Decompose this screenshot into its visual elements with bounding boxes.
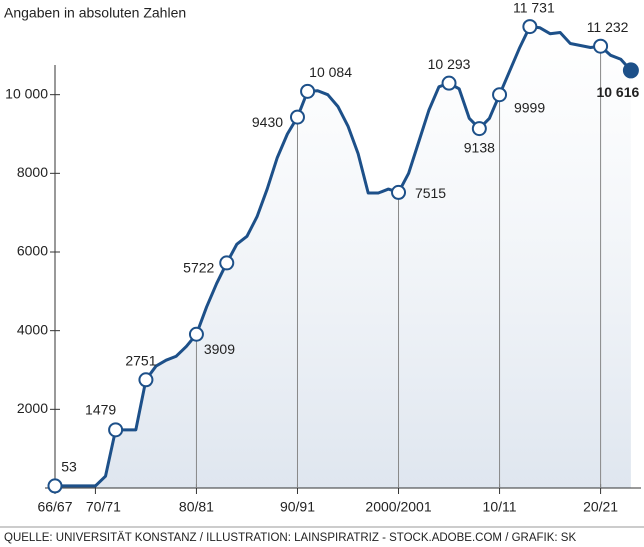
x-tick-label: 66/67	[37, 499, 72, 515]
data-point	[441, 75, 457, 91]
data-point	[622, 62, 639, 79]
source: QUELLE: UNIVERSITÄT KONSTANZ / ILLUSTRAT…	[4, 532, 576, 544]
data-label: 10 084	[309, 64, 352, 80]
x-tick-label: 10/11	[483, 499, 517, 515]
data-label: 53	[61, 459, 77, 475]
data-point	[522, 19, 538, 35]
data-label: 5722	[183, 260, 214, 276]
data-label: 2751	[125, 352, 156, 368]
data-point	[188, 326, 204, 342]
data-label: 9430	[252, 114, 283, 130]
data-point	[47, 478, 63, 494]
x-tick-label: 2000/2001	[365, 499, 431, 515]
data-label: 1479	[85, 402, 116, 418]
data-point	[219, 255, 235, 271]
data-label: 10 616	[596, 84, 639, 100]
data-label: 10 293	[428, 56, 471, 72]
area-shade	[55, 26, 631, 489]
data-label: 3909	[204, 341, 235, 357]
y-tick-label: 6000	[17, 243, 48, 259]
y-tick-label: 4000	[17, 321, 48, 337]
data-point	[138, 372, 154, 388]
data-label: 9999	[514, 99, 545, 115]
data-label: 11 731	[513, 0, 555, 15]
y-tick-label: 2000	[17, 400, 48, 416]
data-label: 11 232	[587, 19, 629, 35]
x-tick-label: 70/71	[86, 499, 121, 515]
data-point	[391, 184, 407, 200]
data-point	[108, 422, 124, 438]
x-tick-label: 80/81	[179, 499, 214, 515]
x-tick-label: 20/21	[583, 499, 618, 515]
data-label: 9138	[464, 139, 495, 155]
data-label: 7515	[415, 185, 446, 201]
y-tick-label: 10 000	[5, 85, 48, 101]
data-point	[289, 109, 305, 125]
chart-title: Angaben in absoluten Zahlen	[4, 5, 186, 21]
x-tick-label: 90/91	[280, 499, 315, 515]
data-point	[492, 87, 508, 103]
data-point	[471, 121, 487, 137]
y-tick-label: 8000	[17, 164, 48, 180]
data-point	[593, 38, 609, 54]
data-point	[300, 83, 316, 99]
